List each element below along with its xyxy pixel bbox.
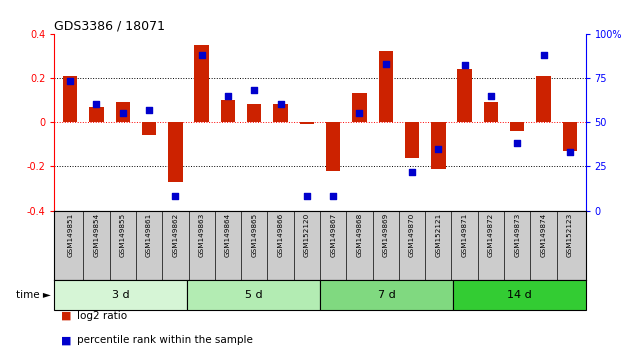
Text: time ►: time ► (17, 290, 51, 300)
Point (512, 141, 522, 146)
Point (92, 102, 102, 107)
Bar (510, 122, 524, 131)
Text: GSM149861: GSM149861 (146, 213, 152, 257)
Bar (484, 102, 498, 122)
Point (275, 102, 285, 107)
Text: GSM149873: GSM149873 (514, 213, 520, 257)
Text: GSM149851: GSM149851 (67, 213, 73, 257)
Text: GSM149871: GSM149871 (461, 213, 468, 257)
Text: GSM149863: GSM149863 (198, 213, 205, 257)
Text: GSM152120: GSM152120 (304, 213, 310, 257)
Point (196, 52, 207, 58)
Text: 7 d: 7 d (378, 290, 396, 300)
Text: GDS3386 / 18071: GDS3386 / 18071 (54, 19, 165, 33)
Bar (273, 104, 288, 122)
Bar (326, 122, 340, 171)
Bar (247, 104, 262, 122)
Bar (168, 122, 182, 182)
Bar (405, 122, 419, 158)
Bar (563, 122, 577, 151)
Text: ■: ■ (61, 311, 71, 321)
Point (249, 87, 259, 93)
Point (328, 194, 339, 199)
Text: log2 ratio: log2 ratio (77, 311, 127, 321)
Bar (352, 93, 367, 122)
Bar (458, 69, 472, 122)
Bar (89, 107, 104, 122)
Point (538, 52, 548, 58)
Bar (378, 51, 393, 122)
Bar (63, 76, 77, 122)
Text: GSM152121: GSM152121 (435, 213, 442, 257)
Text: 5 d: 5 d (244, 290, 262, 300)
Point (460, 63, 470, 68)
Point (118, 110, 128, 116)
Text: GSM149864: GSM149864 (225, 213, 231, 257)
Text: GSM149866: GSM149866 (278, 213, 284, 257)
Text: ■: ■ (61, 335, 71, 345)
Text: GSM152123: GSM152123 (567, 213, 573, 257)
Point (144, 107, 154, 113)
Text: GSM149867: GSM149867 (330, 213, 336, 257)
Text: GSM149865: GSM149865 (252, 213, 257, 257)
Text: percentile rank within the sample: percentile rank within the sample (77, 335, 253, 345)
Point (170, 194, 180, 199)
Bar (320, 280, 453, 310)
Text: GSM149868: GSM149868 (356, 213, 362, 257)
Bar (431, 122, 445, 169)
Bar (116, 102, 130, 122)
Bar (142, 122, 156, 135)
Point (564, 149, 575, 155)
Point (355, 110, 365, 116)
Bar (453, 280, 586, 310)
Point (407, 169, 417, 175)
Point (65, 79, 76, 84)
Text: GSM149874: GSM149874 (541, 213, 547, 257)
Bar (54, 280, 188, 310)
Point (301, 194, 312, 199)
Text: GSM149870: GSM149870 (409, 213, 415, 257)
Text: 3 d: 3 d (112, 290, 130, 300)
Bar (300, 122, 314, 124)
Bar (188, 280, 320, 310)
Text: GSM149869: GSM149869 (383, 213, 388, 257)
Bar (536, 76, 551, 122)
Point (486, 93, 496, 98)
Bar (195, 45, 209, 122)
Text: GSM149855: GSM149855 (120, 213, 126, 257)
Text: GSM149872: GSM149872 (488, 213, 494, 257)
Bar (221, 100, 235, 122)
Point (433, 146, 444, 152)
Text: GSM149854: GSM149854 (93, 213, 99, 257)
Text: GSM149862: GSM149862 (172, 213, 179, 257)
Text: 14 d: 14 d (507, 290, 532, 300)
Point (381, 61, 391, 67)
Point (223, 93, 233, 98)
